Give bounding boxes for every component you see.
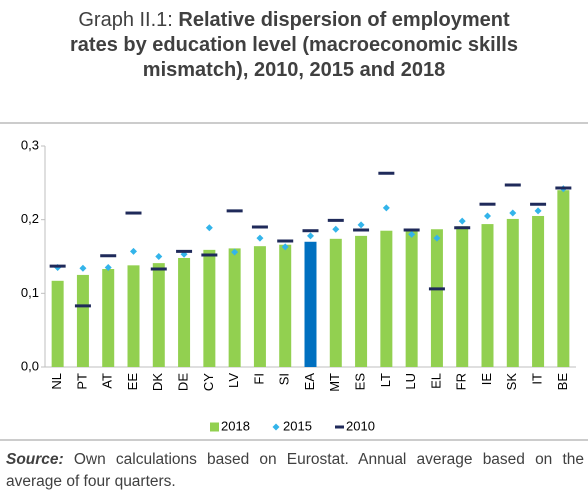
legend-label: 2015	[283, 418, 312, 433]
bar	[102, 269, 115, 367]
diamond-marker	[104, 264, 112, 272]
x-tick-label: LT	[378, 373, 393, 387]
bar	[228, 248, 241, 367]
bar	[405, 229, 418, 367]
bar	[51, 280, 64, 367]
bar	[456, 226, 469, 367]
bar	[178, 257, 191, 367]
x-tick-label: SK	[504, 373, 519, 391]
x-tick-label: DK	[150, 373, 165, 391]
bar	[127, 265, 140, 367]
diamond-marker	[484, 212, 491, 220]
x-tick-label: IE	[479, 373, 494, 386]
x-tick-label: LV	[226, 373, 241, 388]
legend-label: 2010	[346, 418, 375, 433]
bar	[430, 229, 443, 367]
x-tick-label: PT	[74, 373, 89, 390]
diamond-marker	[256, 234, 264, 242]
diamond-marker	[307, 232, 314, 240]
bar	[355, 235, 368, 367]
legend-swatch	[210, 422, 219, 432]
y-tick-label: 0,0	[21, 358, 39, 373]
x-tick-label: ES	[353, 373, 368, 391]
x-tick-label: SI	[277, 373, 292, 385]
bar	[253, 246, 266, 367]
x-tick-label: BE	[555, 373, 570, 391]
diamond-marker	[231, 248, 239, 256]
x-tick-label: FR	[454, 373, 469, 390]
diamond-marker	[79, 264, 87, 272]
x-tick-label: MT	[327, 373, 342, 392]
y-tick-label: 0,3	[21, 137, 39, 152]
x-tick-label: CY	[201, 373, 216, 391]
bar	[481, 224, 494, 367]
bar	[203, 249, 216, 367]
chart-title: Graph II.1: Relative dispersion of emplo…	[64, 8, 524, 83]
diamond-marker	[155, 253, 163, 260]
x-tick-label: EL	[428, 373, 443, 389]
diamond-marker	[458, 217, 466, 225]
diamond-marker	[382, 204, 390, 212]
legend-label: 2018	[221, 418, 250, 433]
bar	[557, 190, 570, 367]
title-text: Relative dispersion of employment rates …	[70, 9, 518, 81]
diamond-marker	[433, 234, 441, 242]
diamond-marker	[130, 247, 137, 255]
x-tick-label: EE	[125, 373, 140, 391]
source-note: Source: Own calculations based on Eurost…	[6, 449, 584, 493]
diamond-marker	[408, 230, 416, 238]
bar	[76, 274, 89, 367]
title-prefix: Graph II.1:	[78, 9, 173, 31]
x-tick-label: EA	[302, 373, 317, 391]
source-text: Own calculations based on Eurostat. Annu…	[6, 451, 585, 490]
diamond-marker	[205, 224, 213, 232]
y-tick-label: 0,1	[21, 285, 39, 300]
x-tick-label: AT	[100, 373, 115, 389]
source-label: Source:	[6, 451, 64, 468]
diamond-marker	[357, 221, 365, 229]
diamond-marker	[534, 207, 542, 215]
diamond-marker	[332, 225, 340, 233]
bar	[279, 244, 292, 367]
x-tick-label: DE	[176, 373, 191, 391]
x-tick-label: LU	[403, 373, 418, 390]
bar	[506, 218, 519, 367]
diamond-marker	[281, 243, 289, 251]
bar	[380, 230, 393, 367]
bar	[152, 263, 165, 367]
x-tick-label: NL	[49, 373, 64, 390]
bar	[304, 241, 317, 367]
legend-swatch	[272, 423, 280, 431]
y-tick-label: 0,2	[21, 211, 39, 226]
bar	[329, 238, 342, 367]
x-tick-label: FI	[251, 373, 266, 385]
diamond-marker	[509, 209, 517, 217]
x-tick-label: IT	[530, 373, 545, 385]
bar	[532, 215, 545, 367]
